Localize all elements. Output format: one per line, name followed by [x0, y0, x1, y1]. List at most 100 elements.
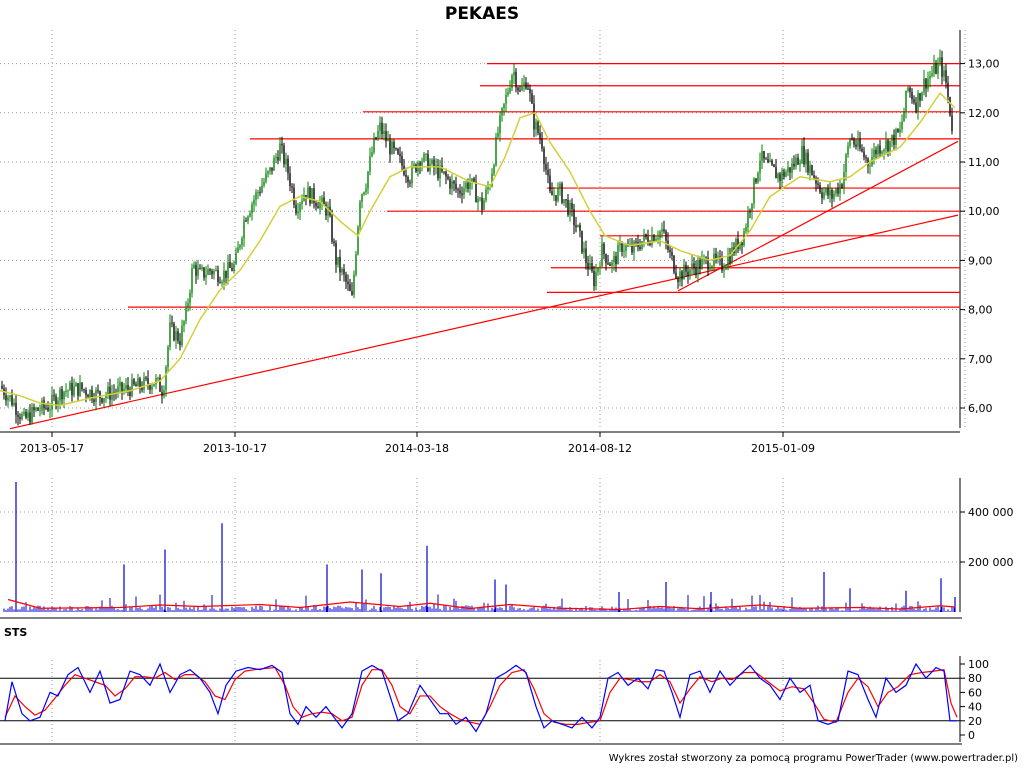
- candle-body: [145, 377, 147, 379]
- candle-body: [505, 94, 507, 104]
- candle-body: [741, 242, 743, 246]
- candle-body: [197, 267, 199, 276]
- candle-body: [789, 167, 791, 173]
- candle-body: [643, 234, 645, 242]
- candle-body: [737, 238, 739, 250]
- candle-body: [561, 183, 563, 203]
- candle-body: [623, 250, 625, 252]
- sts-y-label: 20: [968, 715, 982, 728]
- candle-body: [137, 378, 139, 387]
- candle-body: [49, 409, 51, 411]
- candle-body: [307, 187, 309, 199]
- candle-body: [51, 395, 53, 410]
- candle-body: [641, 241, 643, 249]
- candle-body: [35, 407, 37, 411]
- candle-body: [563, 199, 565, 203]
- candle-body: [45, 407, 47, 409]
- candle-body: [81, 382, 83, 390]
- candle-body: [653, 235, 655, 242]
- candle-body: [361, 194, 363, 203]
- candle-body: [347, 281, 349, 285]
- candle-body: [617, 245, 619, 265]
- candle-body: [61, 389, 63, 400]
- candle-body: [691, 263, 693, 270]
- candle-body: [875, 149, 877, 155]
- candle-body: [601, 243, 603, 267]
- candle-body: [369, 156, 371, 172]
- candle-body: [915, 102, 917, 112]
- volume-bars: [3, 482, 956, 612]
- price-y-label: 9,00: [968, 254, 993, 267]
- candle-body: [535, 121, 537, 130]
- price-x-label: 2014-03-18: [385, 442, 449, 455]
- candle-body: [5, 395, 7, 401]
- candle-body: [581, 230, 583, 253]
- candle-body: [433, 159, 435, 169]
- candle-body: [205, 274, 207, 278]
- candle-body: [669, 249, 671, 253]
- candle-body: [605, 254, 607, 264]
- candle-body: [775, 167, 777, 179]
- candle-body: [469, 182, 471, 189]
- candle-body: [609, 263, 611, 266]
- candle-body: [951, 115, 953, 132]
- candle-body: [75, 383, 77, 387]
- candle-body: [17, 414, 19, 417]
- candle-body: [659, 231, 661, 239]
- candle-body: [261, 185, 263, 193]
- candle-body: [129, 389, 131, 397]
- candle-body: [53, 395, 55, 397]
- candle-body: [215, 269, 217, 271]
- candle-body: [695, 267, 697, 275]
- candle-body: [813, 175, 815, 178]
- candle-body: [595, 271, 597, 287]
- candle-body: [565, 199, 567, 201]
- price-y-label: 8,00: [968, 304, 993, 317]
- candle-body: [493, 165, 495, 174]
- candle-body: [553, 195, 555, 197]
- candle-body: [785, 172, 787, 177]
- candle-body: [867, 158, 869, 166]
- candle-body: [377, 130, 379, 140]
- candle-body: [245, 220, 247, 222]
- sts-y-label: 40: [968, 701, 982, 714]
- price-y-label: 11,00: [968, 156, 1000, 169]
- candle-body: [477, 198, 479, 203]
- candle-body: [185, 306, 187, 322]
- footer-note: Wykres został stworzony za pomocą progra…: [609, 753, 1018, 764]
- candle-body: [323, 197, 325, 205]
- candle-body: [801, 145, 803, 164]
- candle-body: [123, 388, 125, 392]
- candle-body: [729, 255, 731, 263]
- candle-body: [917, 93, 919, 112]
- candle-body: [203, 267, 205, 278]
- candle-body: [305, 194, 307, 199]
- candle-body: [903, 111, 905, 122]
- candle-body: [499, 115, 501, 133]
- candle-body: [749, 211, 751, 213]
- candle-body: [925, 78, 927, 89]
- candle-body: [613, 256, 615, 263]
- candle-body: [431, 159, 433, 164]
- candle-body: [97, 390, 99, 392]
- candle-body: [861, 148, 863, 152]
- candle-body: [583, 248, 585, 253]
- candle-body: [549, 175, 551, 192]
- candle-body: [391, 141, 393, 155]
- candle-body: [233, 263, 235, 271]
- candle-body: [423, 153, 425, 162]
- price-y-label: 7,00: [968, 353, 993, 366]
- candle-body: [325, 204, 327, 216]
- candle-body: [99, 391, 101, 399]
- candle-body: [815, 177, 817, 184]
- candle-body: [475, 181, 477, 203]
- candle-body: [793, 163, 795, 167]
- candle-body: [47, 407, 49, 411]
- candle-body: [151, 386, 153, 390]
- candle-body: [647, 237, 649, 244]
- candle-body: [945, 70, 947, 83]
- candle-body: [171, 322, 173, 324]
- candle-body: [831, 189, 833, 199]
- candle-body: [455, 183, 457, 190]
- candle-body: [693, 263, 695, 268]
